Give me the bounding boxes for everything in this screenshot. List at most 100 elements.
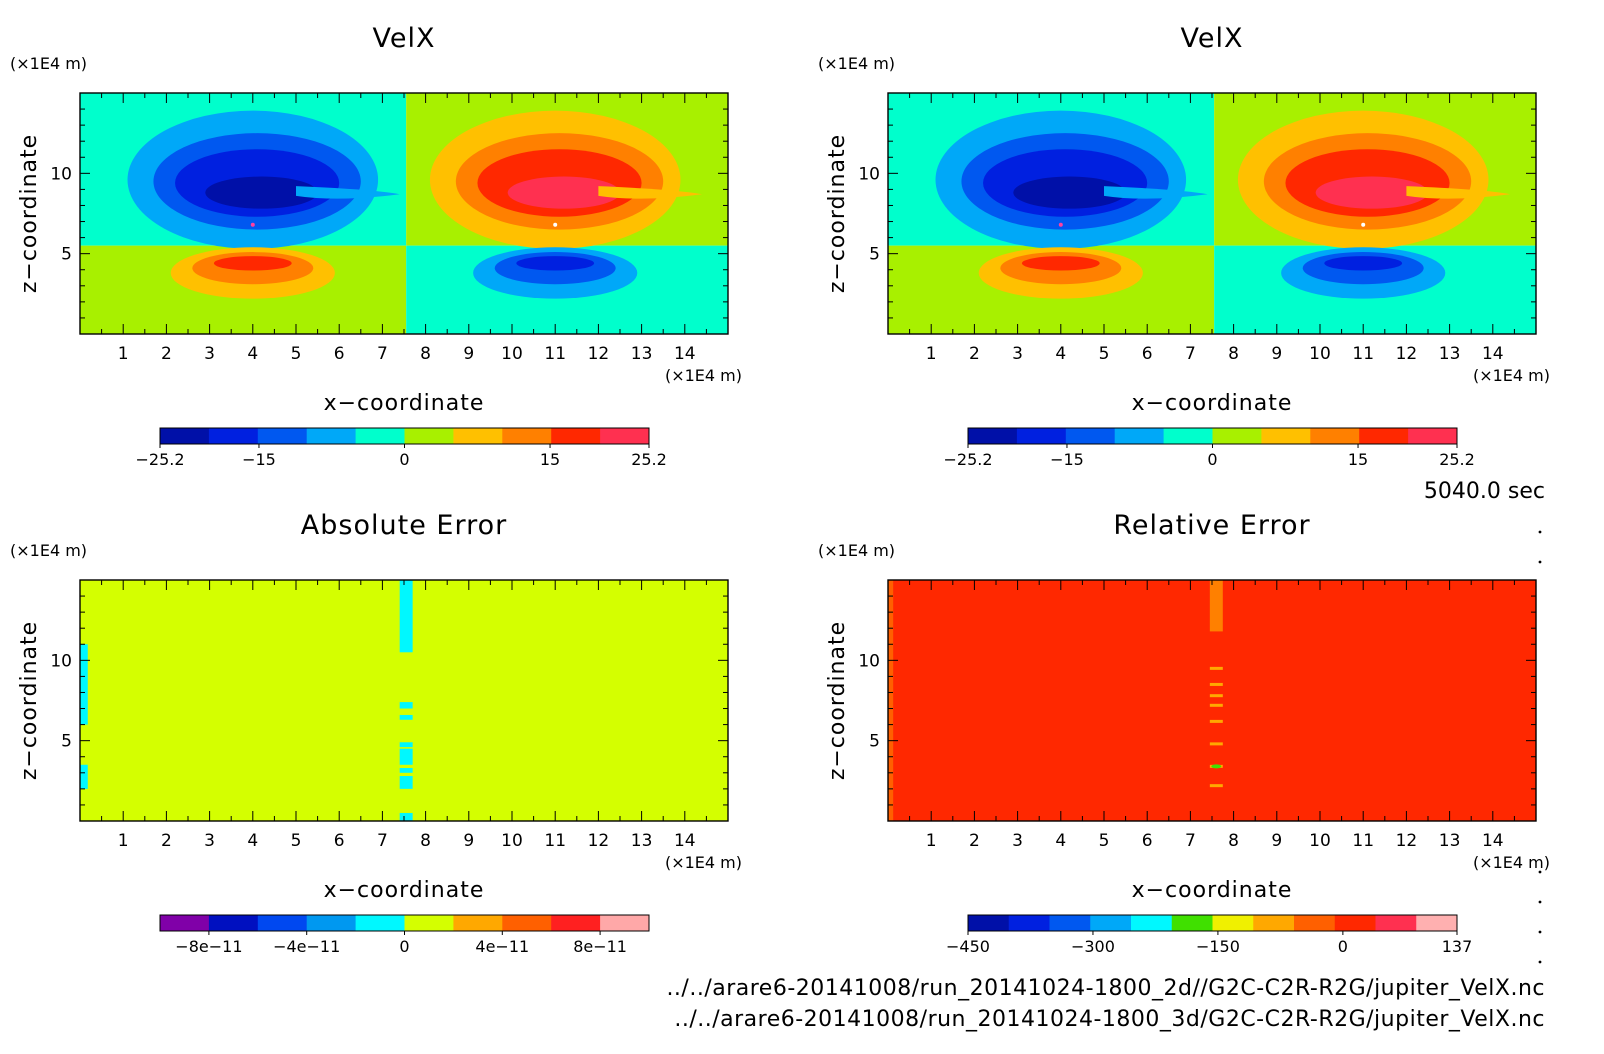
x-tick-label: 7	[377, 831, 388, 851]
x-tick-label: 10	[1309, 344, 1331, 364]
colorbar-segment-5	[404, 915, 454, 931]
colorbar-segment-9	[1334, 915, 1376, 931]
plot-field	[888, 93, 1536, 334]
colorbar-segment-8	[551, 915, 601, 931]
y-unit-label: (×1E4 m)	[10, 54, 87, 73]
x-tick-label: 5	[1099, 344, 1110, 364]
colorbar-segment-6	[453, 428, 503, 444]
colorbar-segment-0	[160, 428, 210, 444]
colorbar-segment-5	[1212, 428, 1262, 444]
error-band-4	[399, 748, 413, 765]
y-axis-label: z−coordinate	[825, 134, 850, 293]
y-tick-label: 10	[858, 164, 880, 184]
vortex-lower-right-level-2	[516, 256, 595, 271]
time-label: 5040.0 sec	[1424, 479, 1545, 504]
x-tick-label: 3	[204, 344, 215, 364]
x-tick-label: 5	[1099, 831, 1110, 851]
colorbar-frame	[967, 914, 1458, 932]
colorbar-segment-2	[1065, 428, 1116, 444]
colorbar-segment-3	[1114, 428, 1165, 444]
x-tick-label: 12	[588, 831, 610, 851]
colorbar-segment-7	[502, 428, 552, 444]
colorbar-segment-7	[502, 915, 552, 931]
colorbar-segment-4	[355, 428, 405, 444]
colorbar-segment-4	[1163, 428, 1213, 444]
footer-file-path-1: ../../arare6-20141008/run_20141024-1800_…	[666, 976, 1545, 1001]
x-tick-label: 7	[1185, 831, 1196, 851]
colorbar-segment-4	[1131, 915, 1173, 931]
plot-field	[888, 580, 1536, 821]
colorbar-label: 15	[1348, 450, 1368, 469]
x-tick-label: 14	[1482, 831, 1504, 851]
x-tick-label: 6	[334, 831, 345, 851]
rel-edge	[888, 580, 894, 821]
y-tick-label: 10	[858, 651, 880, 671]
colorbar-segment-5	[404, 428, 454, 444]
x-axis-label: x−coordinate	[1132, 391, 1293, 416]
x-unit-label: (×1E4 m)	[1473, 366, 1550, 385]
x-tick-label: 1	[118, 831, 129, 851]
colorbar-label: −15	[242, 450, 276, 469]
colorbar-segment-3	[1090, 915, 1132, 931]
colorbar-segment-6	[453, 915, 503, 931]
x-tick-label: 3	[1012, 344, 1023, 364]
colorbar-segment-10	[1375, 915, 1417, 931]
streak-left	[296, 186, 400, 199]
vortex-upper-left-level-3	[1013, 176, 1126, 209]
edge-band-0	[80, 644, 88, 725]
x-tick-label: 6	[1142, 831, 1153, 851]
y-axis-label: z−coordinate	[825, 621, 850, 780]
colorbar-label: 15	[540, 450, 560, 469]
x-tick-label: 13	[1439, 831, 1461, 851]
x-tick-label: 10	[1309, 831, 1331, 851]
chart-title: Relative Error	[1113, 510, 1310, 541]
vortex-lower-left-level-2	[213, 256, 292, 271]
x-tick-label: 3	[1012, 831, 1023, 851]
rel-speck-1	[1209, 682, 1223, 686]
min-marker	[1058, 222, 1063, 227]
colorbar-label: 25.2	[631, 450, 667, 469]
error-band-7	[399, 812, 413, 821]
colorbar-segment-11	[1416, 915, 1458, 931]
x-tick-label: 9	[1271, 344, 1282, 364]
chart-title: Absolute Error	[301, 510, 507, 541]
x-tick-label: 14	[1482, 344, 1504, 364]
x-tick-label: 3	[204, 831, 215, 851]
x-tick-label: 4	[1055, 344, 1066, 364]
plot-field	[80, 580, 728, 821]
x-tick-label: 13	[631, 831, 653, 851]
x-tick-label: 1	[926, 831, 937, 851]
y-unit-label: (×1E4 m)	[818, 54, 895, 73]
colorbar-label: −4e−11	[273, 937, 340, 956]
footer-file-path-2: ../../arare6-20141008/run_20141024-1800_…	[674, 1007, 1545, 1032]
rel-speck-3	[1209, 703, 1223, 707]
x-tick-label: 10	[501, 344, 523, 364]
colorbar-segment-3	[306, 915, 357, 931]
y-tick-label: 10	[50, 164, 72, 184]
colorbar-segment-2	[257, 915, 308, 931]
streak-right	[1406, 186, 1511, 199]
colorbar-label: −450	[946, 937, 990, 956]
x-tick-label: 1	[118, 344, 129, 364]
min-marker	[250, 222, 255, 227]
colorbar-label: −25.2	[135, 450, 184, 469]
error-band-3	[399, 742, 413, 748]
colorbar-label: −300	[1071, 937, 1115, 956]
x-tick-label: 5	[291, 344, 302, 364]
x-tick-label: 11	[1352, 831, 1374, 851]
x-tick-label: 11	[544, 344, 566, 364]
error-band-0	[399, 580, 413, 653]
x-tick-label: 11	[544, 831, 566, 851]
x-tick-label: 11	[1352, 344, 1374, 364]
x-tick-label: 12	[1396, 344, 1418, 364]
x-tick-label: 4	[247, 831, 258, 851]
rel-speck-2	[1209, 694, 1223, 698]
x-tick-label: 7	[1185, 344, 1196, 364]
colorbar-label: 25.2	[1439, 450, 1475, 469]
colorbar-label: 8e−11	[573, 937, 627, 956]
colorbar-label: 137	[1442, 937, 1473, 956]
colorbar-segment-7	[1310, 428, 1360, 444]
